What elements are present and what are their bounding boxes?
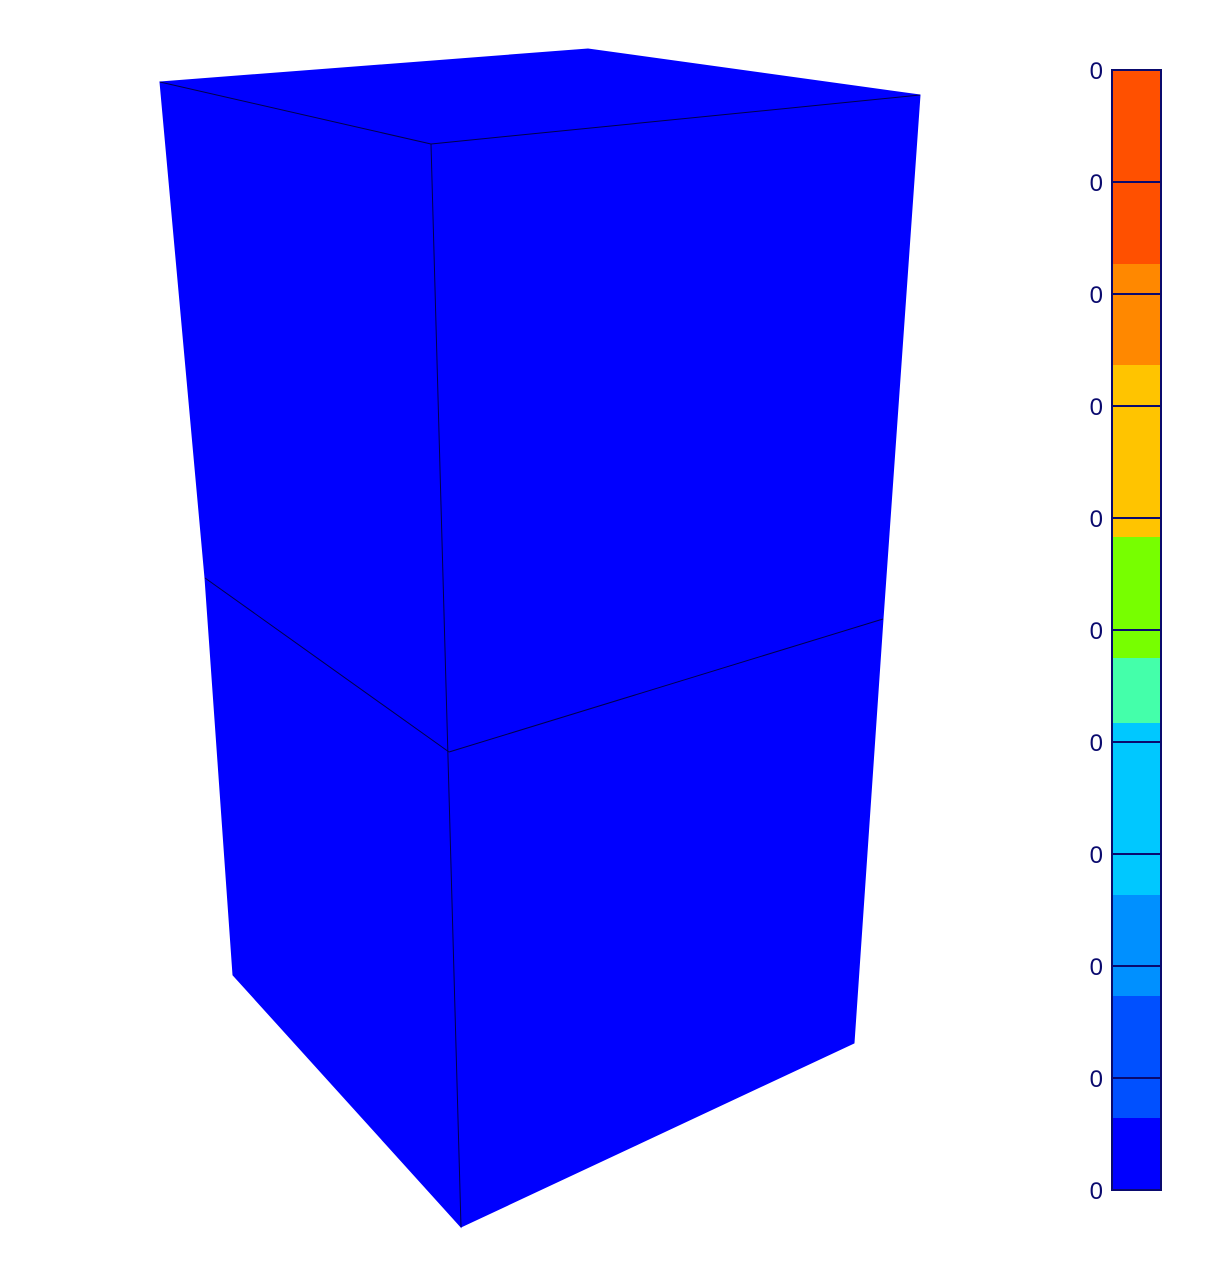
- color-legend: 0 0 0 0 0 0 0 0 0 0 0: [1090, 58, 1162, 1205]
- edge-top-left: [159, 81, 432, 145]
- edge-mid-left: [204, 577, 450, 753]
- legend-tick-label: 0: [1090, 1178, 1103, 1205]
- legend-tick-label: 0: [1090, 506, 1103, 533]
- edge-mid-right: [448, 618, 884, 753]
- legend-tick-label: 0: [1090, 618, 1103, 645]
- legend-band: [1112, 996, 1161, 1118]
- legend-band: [1112, 895, 1161, 996]
- legend-tick-label: 0: [1090, 730, 1103, 757]
- legend-band: [1112, 723, 1161, 895]
- legend-band: [1112, 537, 1161, 658]
- legend-band: [1112, 365, 1161, 537]
- legend-tick-label: 0: [1090, 58, 1103, 85]
- edge-front-vertical: [430, 143, 462, 1228]
- legend-tick-label: 0: [1090, 1066, 1103, 1093]
- legend-band: [1112, 70, 1161, 264]
- legend-tick-label: 0: [1090, 954, 1103, 981]
- edge-top-right: [430, 94, 921, 145]
- legend-tick-label: 0: [1090, 282, 1103, 309]
- legend-band: [1112, 1118, 1161, 1190]
- legend-tick-label: 0: [1090, 170, 1103, 197]
- legend-band: [1112, 658, 1161, 723]
- legend-tick-label: 0: [1090, 394, 1103, 421]
- legend-tick-label: 0: [1090, 842, 1103, 869]
- legend-frame: [1111, 69, 1162, 1191]
- mesh-model: [159, 48, 921, 1229]
- legend-bands: [1112, 70, 1161, 1190]
- legend-tick-labels: 0 0 0 0 0 0 0 0 0 0 0: [1090, 58, 1103, 1205]
- legend-band: [1112, 264, 1161, 365]
